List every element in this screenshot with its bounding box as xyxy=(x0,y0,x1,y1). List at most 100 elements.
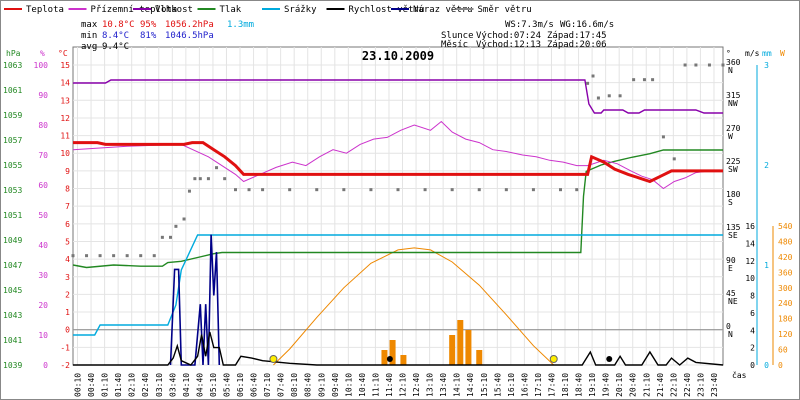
axis-tick-hpa: 1049 xyxy=(3,236,22,245)
stat-humidity: 81% xyxy=(140,31,157,41)
legend-label: Tlak xyxy=(220,5,242,15)
x-tick-label: 05:40 xyxy=(222,373,231,397)
axis-tick-pct: 30 xyxy=(38,271,48,280)
axis-unit-pct: % xyxy=(40,49,45,58)
wind-dir-point xyxy=(247,188,251,192)
rain-bar xyxy=(476,350,483,365)
axis-unit-deg: ° xyxy=(726,49,731,58)
axis-tick-hpa: 1055 xyxy=(3,161,22,170)
axis-tick-degc: 0 xyxy=(65,326,70,335)
x-tick-label: 08:40 xyxy=(304,373,313,397)
wind-dir-point xyxy=(396,188,400,192)
wind-dir-point xyxy=(596,96,600,100)
info-moon-set: Západ:20:06 xyxy=(547,40,607,50)
wind-dir-point xyxy=(198,177,202,181)
axis-tick-dir-label: N xyxy=(728,66,733,75)
x-tick-label: 09:40 xyxy=(331,373,340,397)
x-tick-label: 21:10 xyxy=(642,373,651,397)
axis-tick-dir-label: SE xyxy=(728,231,738,240)
axis-tick-ms: 12 xyxy=(745,257,755,266)
x-tick-label: 15:40 xyxy=(493,373,502,397)
x-tick-label: 03:40 xyxy=(168,373,177,397)
axis-tick-dir: 90 xyxy=(726,256,736,265)
axis-tick-degc: 9 xyxy=(65,167,70,176)
axis-tick-dir-label: NW xyxy=(728,99,738,108)
wind-dir-point xyxy=(261,188,265,192)
wind-dir-point xyxy=(632,78,636,82)
axis-tick-mm: 3 xyxy=(764,61,769,70)
x-tick-label: 01:40 xyxy=(114,373,123,397)
rain-bar xyxy=(381,350,388,365)
wind-dir-point xyxy=(721,63,725,67)
axis-tick-wh: 480 xyxy=(778,237,793,246)
axis-tick-degc: 10 xyxy=(60,149,70,158)
rain-bar xyxy=(389,340,396,365)
axis-tick-wh: 180 xyxy=(778,315,793,324)
info-sun-set: Západ:17:45 xyxy=(547,31,607,41)
wind-dir-point xyxy=(112,254,116,258)
axis-tick-mm: 0 xyxy=(764,361,769,370)
axis-tick-hpa: 1063 xyxy=(3,61,22,70)
x-tick-label: 17:40 xyxy=(547,373,556,397)
axis-tick-ms: 14 xyxy=(745,239,755,248)
x-tick-label: 23:10 xyxy=(696,373,705,397)
axis-tick-dir-label: NE xyxy=(728,297,738,306)
axis-tick-ms: 16 xyxy=(745,222,755,231)
x-tick-label: 21:40 xyxy=(656,373,665,397)
wind-dir-point xyxy=(369,188,373,192)
wind-dir-point xyxy=(174,224,178,228)
axis-tick-hpa: 1051 xyxy=(3,211,22,220)
axis-tick-hpa: 1041 xyxy=(3,336,22,345)
axis-unit-ms: m/s xyxy=(745,49,760,58)
x-tick-label: 12:40 xyxy=(412,373,421,397)
series-wind-gust xyxy=(169,234,221,366)
x-tick-label: 15:10 xyxy=(480,373,489,397)
info-sun: Slunce xyxy=(441,31,474,41)
info-ws: WS:7.3m/s xyxy=(505,20,554,30)
x-tick-label: 07:10 xyxy=(263,373,272,397)
axis-tick-degc: 14 xyxy=(60,79,70,88)
wind-dir-point xyxy=(223,177,227,181)
rain-bar xyxy=(449,335,456,365)
axis-tick-pct: 60 xyxy=(38,181,48,190)
series-wind-speed xyxy=(73,331,724,366)
x-tick-label: 19:10 xyxy=(588,373,597,397)
x-tick-label: 20:40 xyxy=(629,373,638,397)
x-tick-label: 01:10 xyxy=(101,373,110,397)
wind-dir-point xyxy=(215,166,219,170)
wind-dir-point xyxy=(234,188,237,192)
axis-tick-pct: 20 xyxy=(38,301,48,310)
axis-tick-degc: 11 xyxy=(60,132,70,141)
x-tick-label: 22:40 xyxy=(683,373,692,397)
x-tick-label: 03:10 xyxy=(155,373,164,397)
wind-dir-point xyxy=(160,235,164,239)
x-tick-label: 07:40 xyxy=(277,373,286,397)
wind-dir-point xyxy=(423,188,427,192)
axis-tick-dir: 180 xyxy=(726,190,741,199)
legend-label: Náraz větru xyxy=(413,5,473,15)
chart-title: 23.10.2009 xyxy=(362,49,434,63)
wind-dir-point xyxy=(504,188,508,192)
wind-dir-point xyxy=(169,235,172,239)
legend-label: Teplota xyxy=(26,5,64,15)
rain-bar xyxy=(457,320,464,365)
info-sun-rise: Východ:07:24 xyxy=(476,31,541,41)
axis-tick-degc: 4 xyxy=(65,255,70,264)
axis-tick-hpa: 1057 xyxy=(3,136,22,145)
axis-tick-pct: 100 xyxy=(34,61,49,70)
axis-tick-dir: 225 xyxy=(726,157,741,166)
wind-dir-point xyxy=(98,254,102,258)
wind-dir-point xyxy=(152,254,156,258)
moon-marker xyxy=(386,356,393,362)
stat-temp: 10.8°C xyxy=(102,20,135,30)
x-tick-label: 09:10 xyxy=(317,373,326,397)
wind-dir-point xyxy=(642,78,646,82)
axis-tick-wh: 300 xyxy=(778,284,793,293)
stat-row-label: max xyxy=(81,20,98,30)
series-sun-power xyxy=(273,247,555,366)
wind-dir-point xyxy=(85,254,89,258)
axis-tick-wh: 240 xyxy=(778,299,793,308)
wind-dir-point xyxy=(288,188,292,192)
axis-tick-ms: 10 xyxy=(745,274,755,283)
